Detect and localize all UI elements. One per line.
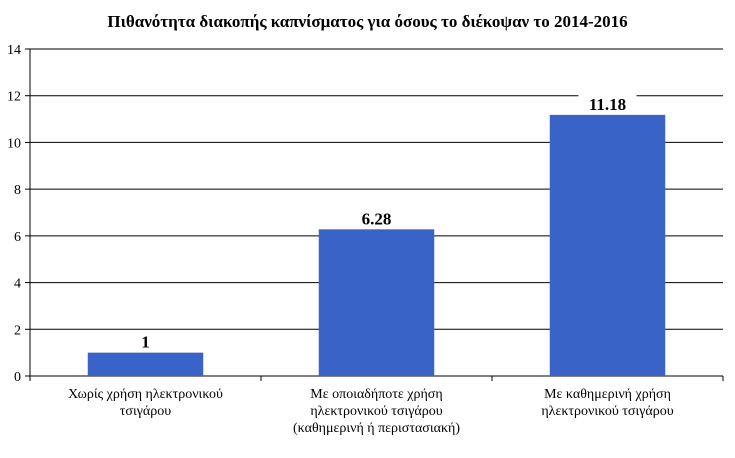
category-label: Με οποιαδήποτε χρήση (310, 387, 442, 402)
y-tick-label: 8 (14, 183, 21, 198)
category-label: Με καθημερινή χρήση (544, 387, 671, 402)
category-label: τσιγάρου (120, 404, 171, 419)
category-label: Χωρίς χρήση ηλεκτρονικού (68, 387, 223, 402)
bars (87, 114, 666, 377)
category-label: ηλεκτρονικού τσιγάρου (310, 404, 442, 419)
data-label-background (578, 94, 637, 113)
data-label: 11.18 (589, 95, 626, 114)
data-labels: 1 6.28 11.18 (136, 94, 637, 352)
y-tick-label: 14 (7, 43, 21, 58)
y-tick-label: 2 (14, 323, 21, 338)
category-labels: Χωρίς χρήση ηλεκτρονικού τσιγάρου Με οποια… (68, 387, 674, 436)
bar (318, 229, 435, 376)
y-tick-label: 4 (14, 277, 21, 292)
category-label: (καθημερινή ή περιστασιακή) (293, 421, 460, 436)
y-tick-label: 6 (14, 230, 21, 245)
data-label-background (136, 332, 155, 351)
data-label-background (352, 209, 401, 228)
chart-title: Πιθανότητα διακοπής καπνίσματος για όσου… (107, 12, 628, 31)
bar (549, 114, 666, 377)
y-tick-label: 12 (7, 90, 21, 105)
y-tick-label: 0 (14, 370, 21, 385)
y-tick-label: 10 (7, 136, 21, 151)
data-label: 1 (141, 333, 150, 352)
data-label: 6.28 (362, 209, 392, 228)
category-label: ηλεκτρονικού τσιγάρου (541, 404, 673, 419)
bar (87, 352, 204, 376)
